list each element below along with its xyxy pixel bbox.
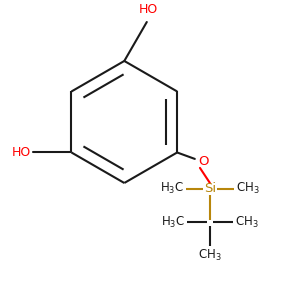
Text: HO: HO: [12, 146, 31, 159]
Text: HO: HO: [139, 3, 158, 16]
Text: H$_3$C: H$_3$C: [160, 181, 184, 196]
Text: Si: Si: [204, 182, 216, 195]
Text: O: O: [199, 155, 209, 168]
Text: H$_3$C: H$_3$C: [161, 214, 185, 230]
Text: CH$_3$: CH$_3$: [198, 248, 222, 263]
Text: CH$_3$: CH$_3$: [236, 181, 259, 196]
Text: CH$_3$: CH$_3$: [235, 214, 258, 230]
